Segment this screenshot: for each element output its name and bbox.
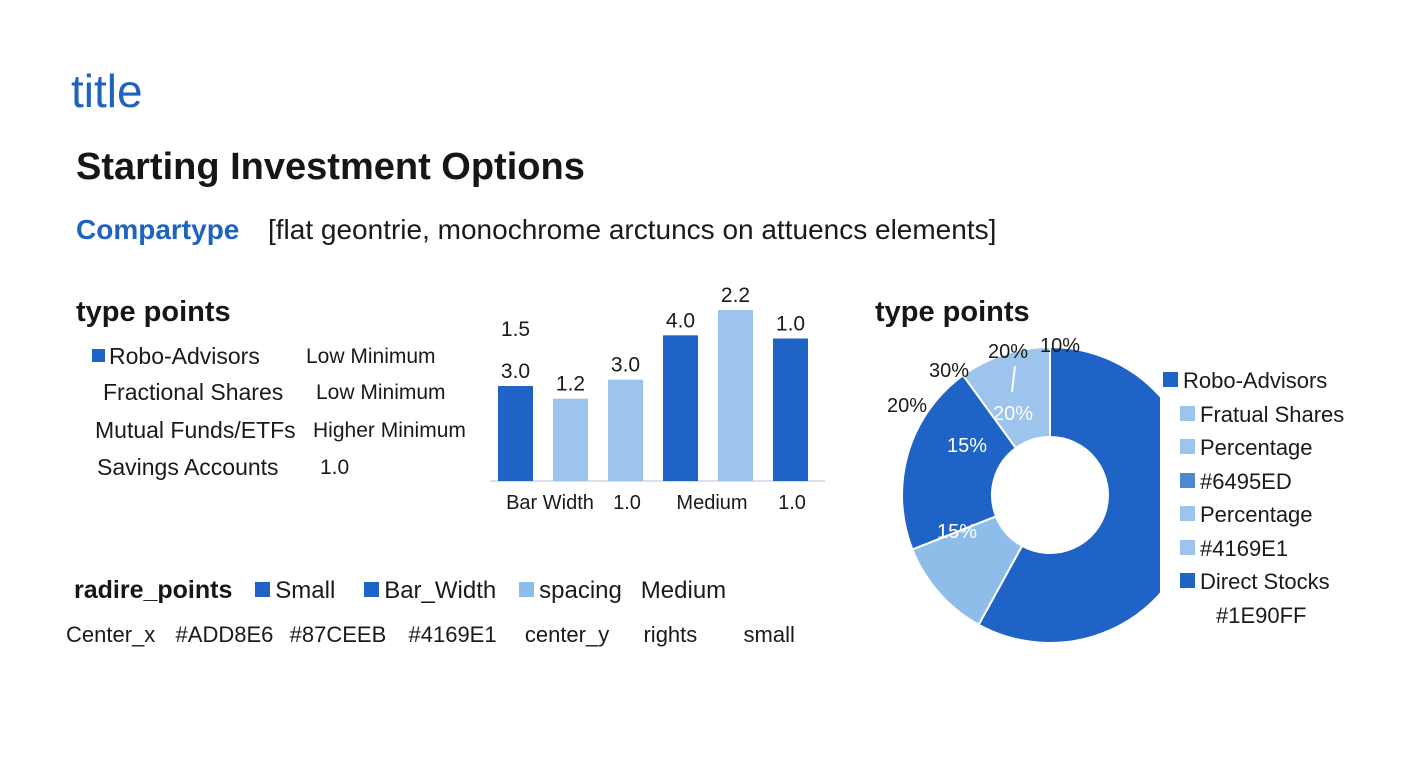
bar [663,335,698,481]
legend-label: Bar_Width [384,577,497,604]
bottom-token: #87CEEB [289,622,387,647]
slice-inner-label: 20% [993,403,1033,425]
bar-data-label: 3.0 [501,360,530,383]
list-item-note: Higher Minimum [313,419,466,442]
pie-heading: type points [875,296,1030,328]
legend-label: Percentage [1200,502,1313,527]
list-item-name: Savings Accounts [97,454,279,480]
legend-swatch-icon [1180,573,1195,588]
pie-legend-item: #4169E1 [1160,536,1344,570]
legend-swatch-icon [1180,405,1195,421]
list-item-note: Low Minimum [316,381,446,404]
legend-label: Fratual Shares [1200,401,1345,427]
pie-legend-item: Robo-Advisors [1160,368,1344,402]
pie-legend-item: Fratual Shares [1160,402,1344,436]
pie-legend-item: Percentage [1160,502,1344,536]
bottom-token: Center_x [66,622,156,647]
bar [608,379,643,481]
bar [553,398,588,481]
bar [498,386,533,481]
slice-inner-label: 15% [937,521,977,543]
square-icon [519,582,535,597]
pie-legend-item: #1E90FF [1160,603,1344,637]
bar-data-label: 2.2 [721,284,750,307]
x-tick-label: 1.0 [613,492,641,514]
square-icon [255,582,271,597]
legend-label: #6495ED [1200,468,1292,494]
bottom-token: rights [643,622,698,647]
bar-data-label: 4.0 [666,309,695,332]
bottom-token: #4169E1 [408,622,497,647]
chart-type-label: Compartype [76,214,240,245]
slice-outer-label: 20% [887,395,927,417]
list-item-name: Robo-Advisors [109,343,260,369]
list-item-note: 1.0 [320,456,350,479]
legend-trailing: Medium [640,577,727,604]
list-item-name: Mutual Funds/ETFs [95,417,296,443]
list-item-note: Low Minimum [306,345,436,368]
pie-legend-item: Direct Stocks [1160,569,1344,603]
legend-swatch-icon [1180,439,1195,454]
slice-inner-label: 15% [947,435,987,457]
legend-item-small: Small [255,577,335,604]
slice-outer-label: 10% [1040,335,1080,357]
legend-label: Percentage [1200,435,1313,460]
page-title: title [71,65,143,117]
chart-type-value: [flat geontrie, monochrome arctuncs on a… [268,214,997,245]
legend-swatch-icon [1180,539,1195,555]
slice-outer-label: 30% [929,360,969,382]
list-item: Robo-Advisors [92,343,260,370]
legend-label: #1E90FF [1216,602,1307,628]
legend-label: #4169E1 [1200,535,1289,561]
bar [773,338,808,481]
legend-label: spacing [539,577,622,604]
donut-slice [901,373,1018,551]
bar-data-label: 1.2 [556,373,585,396]
donut-slice [961,345,1051,450]
bar-chart: 3.0 1.2 3.0 4.0 2.2 1.0 1.5 Bar Width 1.0 Medium 1… [490,284,825,514]
list-item-name: Fractional Shares [103,379,284,405]
bottom-token: #ADD8E6 [175,622,274,647]
pie-legend: Robo-Advisors Fratual Shares Percentage #64… [1160,368,1344,636]
bottom-label: radire_points [74,576,233,604]
legend-label: Small [275,577,336,604]
bar-data-label: 1.0 [776,313,805,336]
legend-swatch-icon [1180,506,1195,521]
pie-legend-item: Percentage [1160,435,1344,469]
legend-item-bar-width: Bar_Width [364,577,496,604]
left-panel-heading: type points [76,296,231,328]
leader-line [1011,365,1016,393]
legend-label: Robo-Advisors [1183,368,1328,393]
x-tick-label: Medium [676,492,747,514]
page-subtitle: Starting Investment Options [76,146,585,188]
donut-slice [977,345,1160,644]
legend-label: Direct Stocks [1200,569,1330,594]
bar-data-label: 3.0 [611,354,640,377]
bottom-token: small [743,622,795,647]
square-icon [92,349,105,362]
legend-swatch-icon [1180,472,1195,488]
extra-data-label: 1.5 [501,318,530,341]
x-tick-label: Bar Width [506,492,594,514]
bar [718,310,753,481]
bottom-row2: Center_x #ADD8E6 #87CEEB #4169E1 center_… [66,622,795,648]
legend-swatch-icon [1163,372,1178,387]
square-icon [364,582,380,597]
x-tick-label: 1.0 [778,492,806,514]
pie-legend-item: #6495ED [1160,469,1344,503]
legend-item-spacing: spacing [519,577,622,604]
donut-chart: 20%15%15%10%20%30%20% [887,335,1160,644]
slice-outer-label: 20% [988,341,1028,363]
bottom-token: center_y [524,622,610,647]
bottom-legend-row: radire_points Small Bar_Width spacing Me… [74,576,726,605]
